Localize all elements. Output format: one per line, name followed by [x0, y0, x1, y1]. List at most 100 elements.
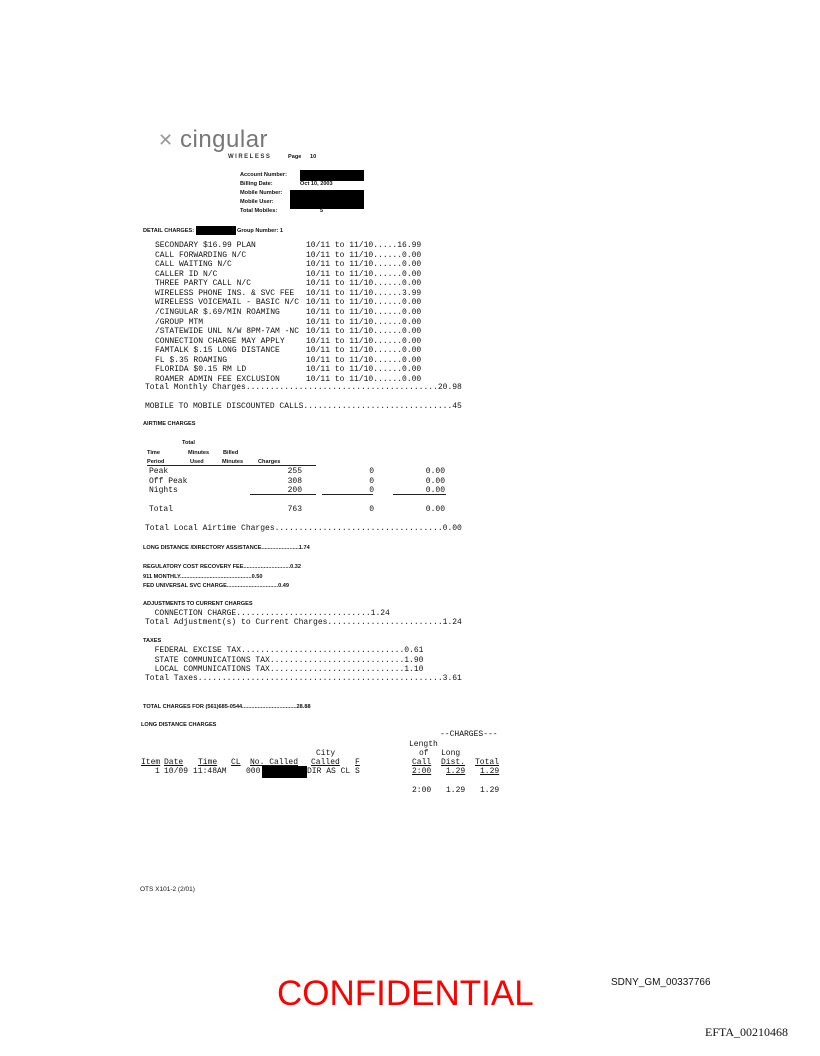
page-label: Page — [288, 154, 302, 160]
ld-sum-total: 1.29 — [480, 786, 500, 795]
detail-item-charge: 10/11 to 11/10......0.00 — [306, 307, 422, 317]
charges-header: --CHARGES--- — [440, 730, 498, 739]
col-header: No. Called — [250, 758, 299, 767]
total-label: Total — [149, 505, 174, 514]
taxes-title: TAXES — [143, 638, 162, 644]
911-fee: 911 MONTHLY.............................… — [143, 574, 263, 580]
ld-f: S — [355, 767, 360, 776]
mobile-to-mobile: MOBILE TO MOBILE DISCOUNTED CALLS.......… — [145, 402, 462, 411]
col-header: F — [355, 758, 360, 767]
col-header: Date — [164, 758, 184, 767]
detail-item-charge: 10/11 to 11/10......3.99 — [306, 288, 422, 298]
airtime-period: Off Peak — [149, 476, 188, 486]
detail-item-desc: FL $.35 ROAMING — [155, 355, 228, 365]
page-number: 10 — [310, 154, 317, 160]
detail-item-charge: 10/11 to 11/10......0.00 — [306, 317, 422, 327]
detail-charges-title: DETAIL CHARGES: — [143, 228, 195, 234]
logo-x-icon: ✕ — [158, 130, 174, 151]
divider — [147, 465, 316, 466]
col-header: City — [316, 749, 336, 758]
logo-subtext: WIRELESS — [228, 154, 272, 160]
detail-item-charge: 10/11 to 11/10.....16.99 — [306, 241, 422, 250]
col-header: Charges — [258, 459, 281, 465]
redaction — [300, 170, 364, 181]
col-header: Minutes — [188, 450, 210, 456]
logo-text: cingular — [180, 126, 269, 153]
mobile-user-label: Mobile User: — [240, 199, 274, 205]
airtime-billed: 0 — [369, 486, 374, 495]
adjustment-line: CONNECTION CHARGE.......................… — [145, 609, 390, 618]
airtime-billed: 0 — [369, 467, 374, 476]
airtime-charges: 0.00 — [425, 486, 445, 495]
detail-item-charge: 10/11 to 11/10......0.00 — [306, 250, 422, 260]
total-charges: 0.00 — [425, 505, 445, 514]
detail-item-desc: CALL FORWARDING N/C — [155, 250, 247, 260]
airtime-period: Peak — [149, 467, 169, 476]
redaction — [196, 226, 236, 235]
cingular-logo: ✕ cingular WIRELESS — [158, 128, 270, 218]
tax-line: STATE COMMUNICATIONS TAX................… — [145, 656, 424, 665]
col-header: Minutes — [222, 459, 244, 465]
form-number: OTS X101-2 (2/01) — [140, 886, 195, 893]
airtime-used: 200 — [287, 486, 302, 495]
adjustment-total: Total Adjustment(s) to Current Charges..… — [145, 618, 462, 627]
detail-item-charge: 10/11 to 11/10......0.00 — [306, 365, 422, 375]
ld-sum-dist: 1.29 — [446, 786, 466, 795]
airtime-period: Nights — [149, 486, 178, 495]
detail-item-desc: WIRELESS PHONE INS. & SVC FEE — [155, 288, 295, 298]
detail-item-desc: WIRELESS VOICEMAIL - BASIC N/C — [155, 298, 300, 308]
detail-item-charge: 10/11 to 11/10......0.00 — [306, 336, 422, 346]
airtime-charges: 0.00 — [425, 476, 445, 486]
total-billed: 0 — [369, 505, 374, 514]
tax-line: FEDERAL EXCISE TAX......................… — [145, 646, 424, 655]
col-header: Call — [412, 758, 432, 767]
col-header: Long — [441, 749, 461, 758]
ld-number: 000 — [246, 767, 261, 776]
ld-city: DIR AS CL — [307, 767, 351, 776]
detail-item-desc: SECONDARY $16.99 PLAN — [155, 241, 256, 250]
ld-total: 1.29 — [480, 767, 500, 776]
ld-time: 11:48AM — [193, 767, 227, 776]
detail-item-desc: CONNECTION CHARGE MAY APPLY — [155, 336, 285, 346]
detail-item-charge: 10/11 to 11/10......0.00 — [306, 346, 422, 356]
divider — [250, 494, 316, 495]
detail-item-charge: 10/11 to 11/10......0.00 — [306, 355, 422, 365]
col-header: Item — [141, 758, 161, 767]
detail-item-desc: /GROUP MTM — [155, 317, 204, 327]
detail-item-charge: 10/11 to 11/10......0.00 — [306, 269, 422, 279]
col-header: CL — [231, 758, 241, 767]
divider — [393, 494, 446, 495]
divider — [322, 494, 373, 495]
total-mobiles: 5 — [320, 208, 324, 214]
col-header: Used — [190, 459, 204, 465]
col-header: Billed — [223, 450, 239, 456]
detail-item-desc: FAMTALK $.15 LONG DISTANCE — [155, 346, 280, 356]
confidential-stamp: CONFIDENTIAL — [277, 974, 534, 1013]
col-header: Time — [198, 758, 218, 767]
col-header: Total — [182, 440, 195, 446]
billing-date-label: Billing Date: — [240, 181, 273, 187]
col-header: Period — [147, 459, 165, 465]
airtime-billed: 0 — [369, 476, 374, 486]
regulatory-fee: REGULATORY COST RECOVERY FEE............… — [143, 564, 302, 570]
detail-item-charge: 10/11 to 11/10......0.00 — [306, 279, 422, 289]
redaction — [290, 190, 364, 209]
detail-item-desc: CALLER ID N/C — [155, 269, 218, 279]
col-header: Time — [147, 450, 160, 456]
total-local-airtime: Total Local Airtime Charges.............… — [145, 524, 462, 533]
billing-date: Oct 10, 2003 — [300, 181, 333, 187]
efta-number: EFTA_00210468 — [705, 1025, 789, 1039]
col-header: Dist. — [441, 758, 466, 767]
ld-dist: 1.29 — [446, 767, 466, 776]
col-header: Called — [311, 758, 340, 767]
tax-line: LOCAL COMMUNICATIONS TAX................… — [145, 665, 424, 674]
ld-call-length: 2:00 — [412, 767, 432, 776]
taxes-total: Total Taxes.............................… — [145, 674, 462, 683]
detail-item-desc: ROAMER ADMIN FEE EXCLUSION — [155, 374, 280, 384]
detail-item-desc: /STATEWIDE UNL N/W 8PM-7AM -NC — [155, 327, 300, 337]
detail-item-desc: /CINGULAR $.69/MIN ROAMING — [155, 307, 280, 317]
ld-item: 1 — [155, 767, 160, 776]
detail-item-charge: 10/11 to 11/10......0.00 — [306, 327, 422, 337]
redaction — [262, 766, 307, 778]
